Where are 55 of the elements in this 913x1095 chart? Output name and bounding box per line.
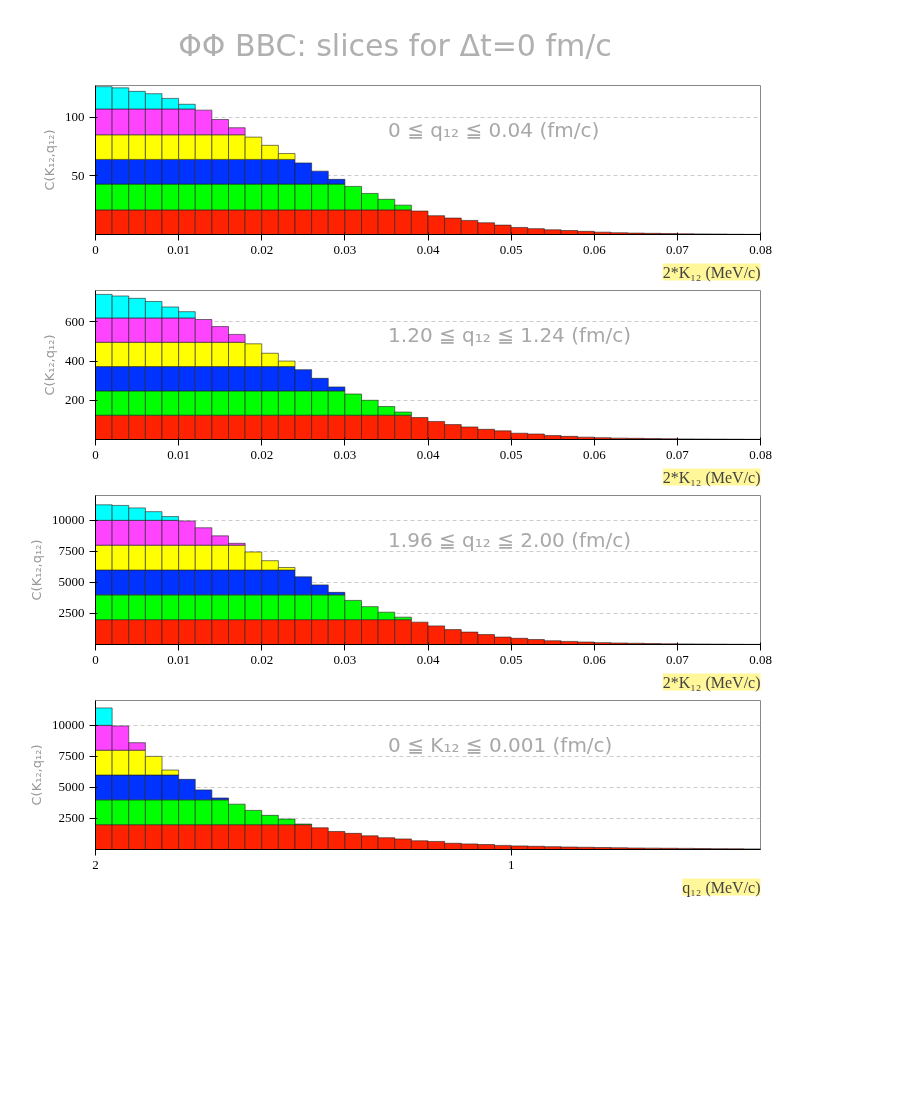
annotation: 1.96 ≦ q₁₂ ≦ 2.00 (fm/c) (388, 528, 632, 553)
chart-title: ΦΦ BBC: slices for Δt=0 fm/c (178, 27, 612, 65)
y-tick-label: 200 (65, 392, 85, 408)
annotation: 0 ≦ K₁₂ ≦ 0.001 (fm/c) (388, 733, 613, 758)
x-tick-label: 0.05 (499, 651, 523, 667)
x-tick-label: 0.07 (666, 446, 690, 462)
annotation: 0 ≦ q₁₂ ≦ 0.04 (fm/c) (388, 118, 600, 143)
x-tick-label: 0.04 (416, 241, 440, 257)
x-axis-title: q₁₂ (MeV/c) (682, 878, 761, 897)
x-tick-label: 0.02 (250, 651, 274, 667)
y-tick-label: 2500 (58, 810, 85, 826)
y-axis-title: C(K₁₂,q₁₂) (29, 539, 44, 601)
annotation: 1.20 ≦ q₁₂ ≦ 1.24 (fm/c) (388, 323, 632, 348)
x-tick-label: 0.04 (416, 651, 440, 667)
x-tick-label: 0.05 (499, 446, 523, 462)
y-tick-label: 100 (65, 109, 85, 125)
x-tick-label: 0.08 (749, 241, 772, 257)
x-tick-label: 0.07 (666, 651, 690, 667)
x-axis-title: 2*K₁₂ (MeV/c) (662, 468, 761, 487)
x-axis-title: 2*K₁₂ (MeV/c) (662, 263, 761, 282)
y-tick-label: 400 (65, 353, 85, 369)
x-tick-label: 0.07 (666, 241, 690, 257)
y-tick-label: 5000 (58, 574, 85, 590)
x-tick-label: 0.01 (167, 241, 190, 257)
x-tick-label: 0 (92, 241, 99, 257)
x-tick-label: 2 (92, 856, 99, 872)
y-axis-title: C(K₁₂,q₁₂) (29, 744, 44, 806)
y-tick-label: 600 (65, 313, 85, 329)
y-tick-label: 10000 (52, 717, 85, 733)
y-tick-label: 50 (71, 167, 85, 183)
x-tick-label: 0.05 (499, 241, 523, 257)
x-tick-label: 0.08 (749, 651, 772, 667)
y-axis-title: C(K₁₂,q₁₂) (42, 129, 57, 191)
x-tick-label: 0.06 (582, 241, 607, 257)
y-tick-label: 2500 (58, 605, 85, 621)
y-tick-label: 5000 (58, 779, 85, 795)
x-tick-label: 0.08 (749, 446, 772, 462)
x-tick-label: 0 (92, 446, 99, 462)
y-axis-title: C(K₁₂,q₁₂) (42, 334, 57, 396)
x-tick-label: 0.02 (250, 241, 274, 257)
x-tick-label: 0.01 (167, 446, 190, 462)
x-tick-label: 0.01 (167, 651, 190, 667)
y-tick-label: 7500 (58, 543, 85, 559)
x-tick-label: 0.02 (250, 446, 274, 462)
x-tick-label: 0.04 (416, 446, 440, 462)
x-tick-label: 0.03 (333, 651, 357, 667)
x-tick-label: 1 (507, 856, 515, 872)
x-tick-label: 0.03 (333, 446, 357, 462)
x-tick-label: 0.06 (582, 651, 607, 667)
x-tick-label: 0.03 (333, 241, 357, 257)
x-tick-label: 0 (92, 651, 99, 667)
y-tick-label: 7500 (58, 748, 85, 764)
x-tick-label: 0.06 (582, 446, 607, 462)
y-tick-label: 10000 (52, 512, 85, 528)
x-axis-title: 2*K₁₂ (MeV/c) (662, 673, 761, 692)
